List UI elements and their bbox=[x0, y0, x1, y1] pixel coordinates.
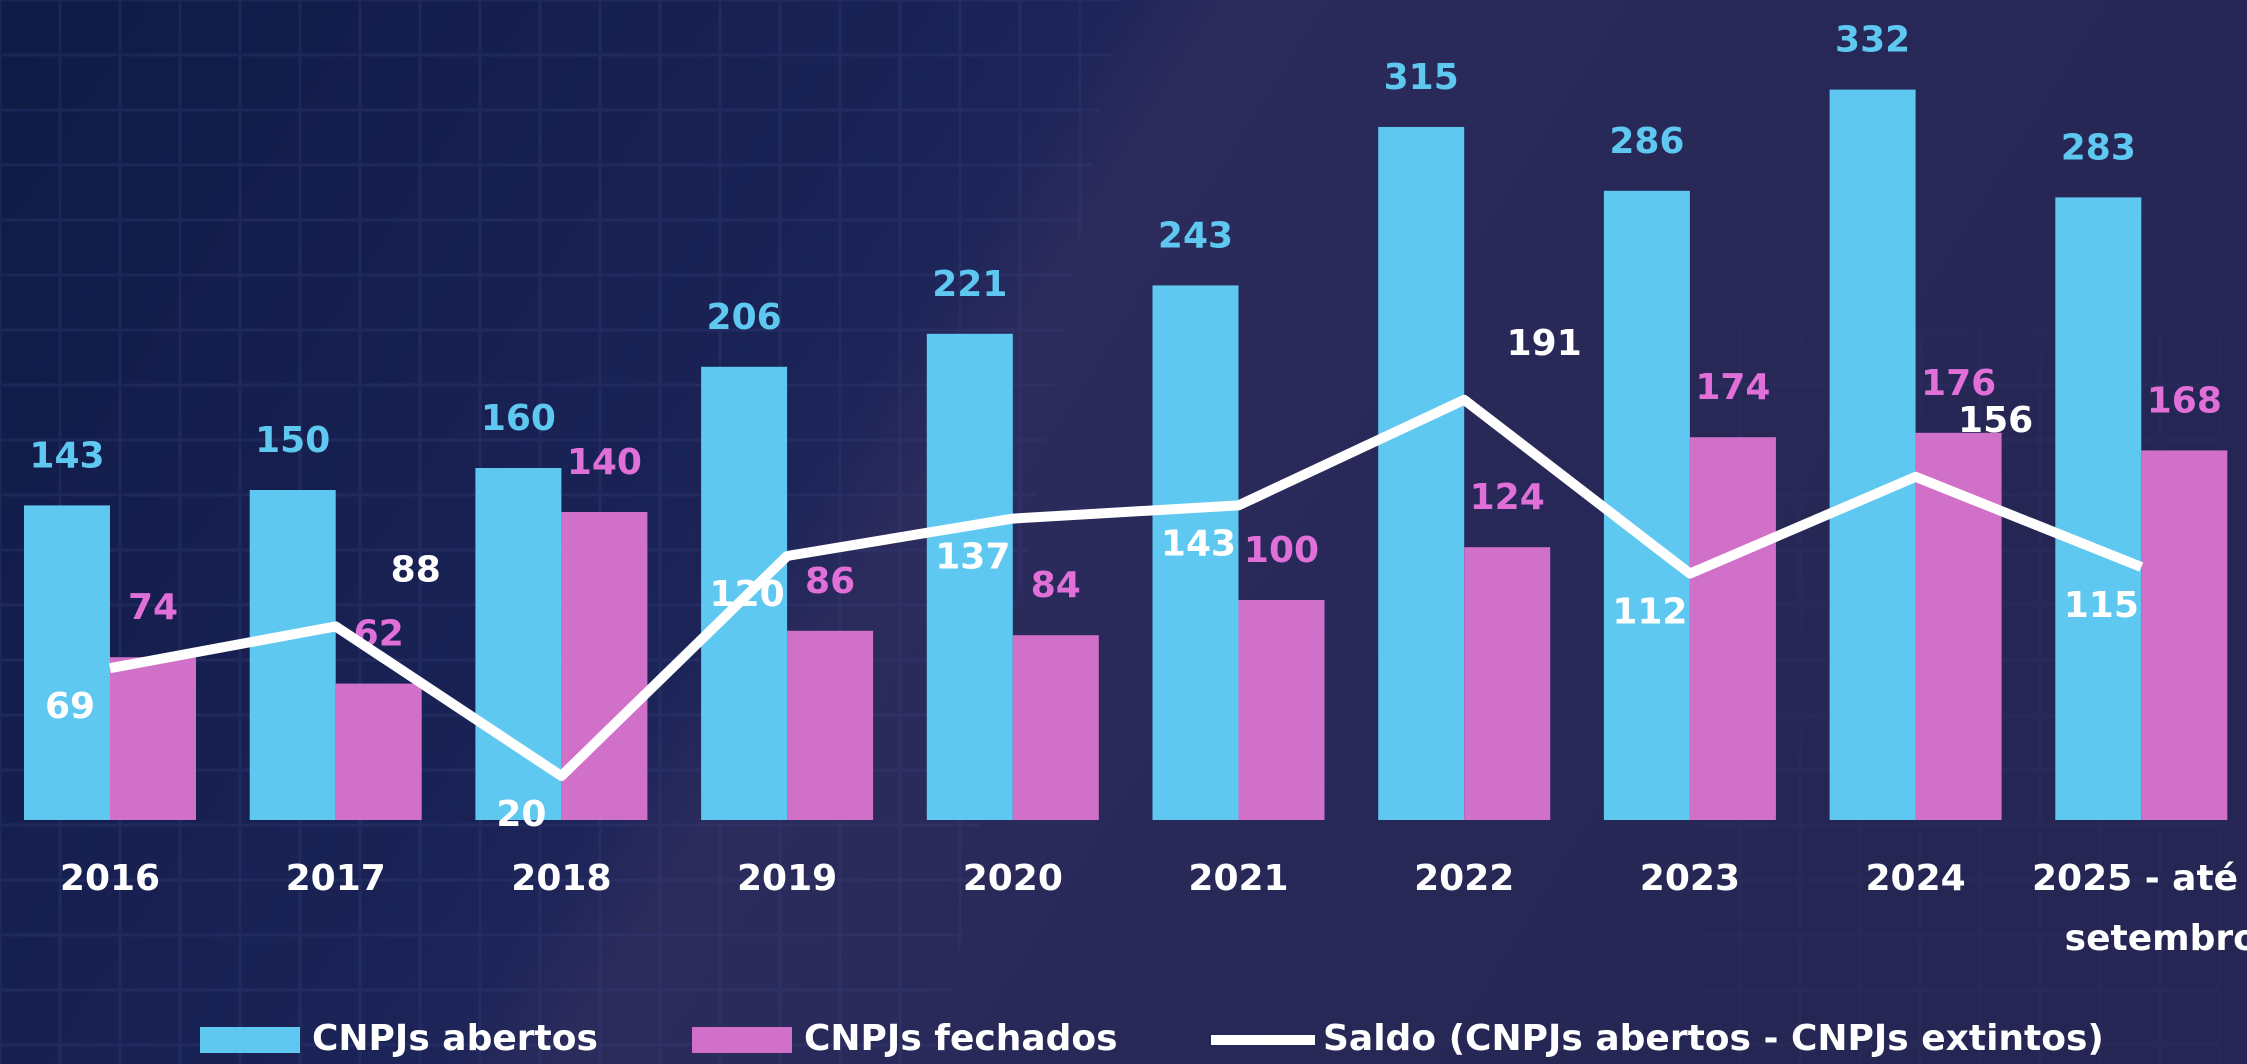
bar bbox=[1378, 127, 1464, 820]
bar bbox=[2141, 450, 2227, 820]
bar bbox=[2055, 197, 2141, 820]
data-label: 20 bbox=[496, 794, 546, 835]
chart: 1431501602062212433152863322837462140868… bbox=[0, 0, 2247, 1064]
data-label: 124 bbox=[1470, 477, 1545, 518]
data-label: 100 bbox=[1244, 530, 1319, 571]
data-label: 243 bbox=[1158, 215, 1233, 256]
data-label: 221 bbox=[932, 264, 1007, 305]
data-label: 283 bbox=[2061, 127, 2136, 168]
data-label: 160 bbox=[481, 398, 556, 439]
x-tick-label: 2021 bbox=[1188, 858, 1288, 899]
data-label: 315 bbox=[1384, 57, 1459, 98]
bar bbox=[250, 490, 336, 820]
data-label: 286 bbox=[1609, 121, 1684, 162]
data-label: 191 bbox=[1507, 323, 1582, 364]
bar bbox=[561, 512, 647, 820]
data-label: 84 bbox=[1031, 565, 1081, 606]
bar bbox=[336, 684, 422, 820]
x-tick-label: 2017 bbox=[286, 858, 386, 899]
bar bbox=[1013, 635, 1099, 820]
bar bbox=[1690, 437, 1776, 820]
data-label: 69 bbox=[45, 686, 95, 727]
legend-label: CNPJs fechados bbox=[804, 1018, 1118, 1059]
legend-label: CNPJs abertos bbox=[312, 1018, 598, 1059]
bar bbox=[1604, 191, 1690, 820]
data-label: 143 bbox=[29, 435, 104, 476]
data-label: 140 bbox=[567, 442, 642, 483]
page: 1431501602062212433152863322837462140868… bbox=[0, 0, 2247, 1064]
x-tick-label-line: setembro bbox=[2065, 918, 2247, 959]
x-tick-label: 2018 bbox=[511, 858, 611, 899]
data-label: 137 bbox=[935, 537, 1010, 578]
x-tick-label: 2022 bbox=[1414, 858, 1514, 899]
bar bbox=[110, 657, 196, 820]
legend-swatch bbox=[200, 1027, 300, 1053]
data-label: 174 bbox=[1695, 367, 1770, 408]
data-label: 115 bbox=[2064, 585, 2139, 626]
bar bbox=[787, 631, 873, 820]
x-tick-label: 2016 bbox=[60, 858, 160, 899]
x-tick-label: 2019 bbox=[737, 858, 837, 899]
data-label: 88 bbox=[391, 549, 441, 590]
bar bbox=[24, 505, 110, 820]
data-label: 206 bbox=[707, 297, 782, 338]
bar bbox=[1830, 90, 1916, 820]
data-label: 112 bbox=[1612, 592, 1687, 633]
data-label: 168 bbox=[2147, 380, 2222, 421]
data-label: 120 bbox=[710, 574, 785, 615]
x-tick-label: 2020 bbox=[963, 858, 1063, 899]
data-label: 332 bbox=[1835, 20, 1910, 61]
data-label: 150 bbox=[255, 420, 330, 461]
legend-swatch bbox=[692, 1027, 792, 1053]
data-label: 143 bbox=[1161, 523, 1236, 564]
x-tick-label-line: 2025 - até bbox=[2032, 858, 2247, 899]
legend-label: Saldo (CNPJs abertos - CNPJs extintos) bbox=[1323, 1018, 2104, 1059]
data-label: 176 bbox=[1921, 363, 1996, 404]
x-tick-label: 2023 bbox=[1640, 858, 1740, 899]
x-tick-label: 2024 bbox=[1865, 858, 1965, 899]
data-label: 86 bbox=[805, 561, 855, 602]
data-label: 156 bbox=[1958, 400, 2033, 441]
data-label: 74 bbox=[128, 587, 178, 628]
bar bbox=[1464, 547, 1550, 820]
bar bbox=[1239, 600, 1325, 820]
